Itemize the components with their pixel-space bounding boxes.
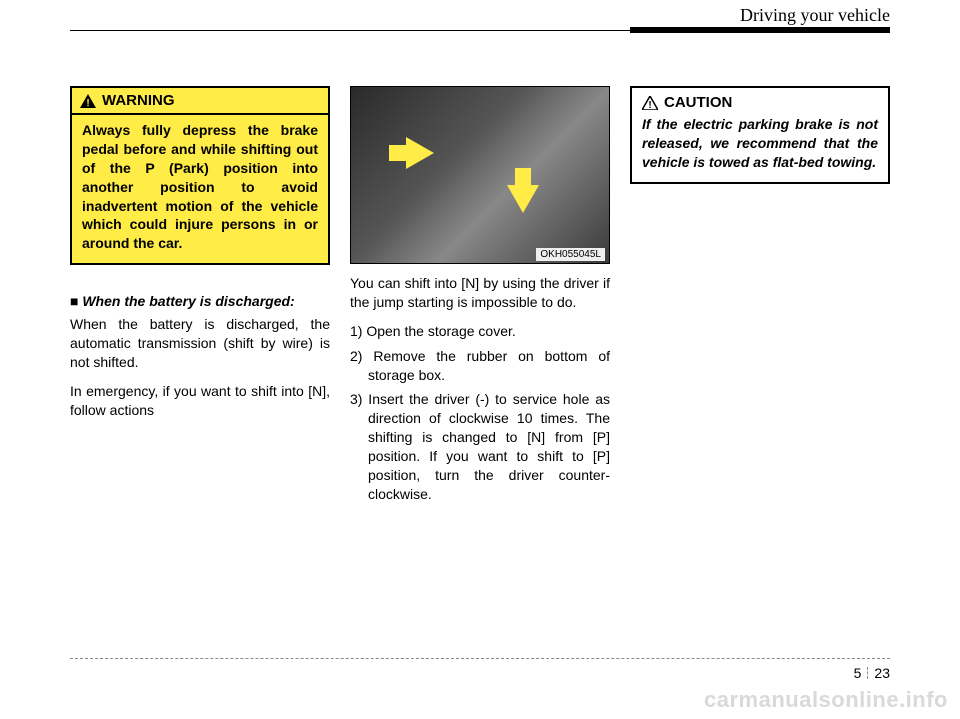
caution-text: If the electric parking brake is not rel…: [642, 115, 878, 172]
warning-header: ! WARNING: [72, 88, 328, 115]
warning-label: WARNING: [102, 92, 175, 109]
column-2: OKH055045L You can shift into [N] by usi…: [350, 86, 610, 510]
caution-header: ! CAUTION: [642, 94, 878, 111]
list-item-3: 3) Insert the driver (-) to service hole…: [350, 390, 610, 503]
watermark: carmanualsonline.info: [704, 687, 948, 713]
section-number: 5: [854, 665, 862, 681]
caution-triangle-icon: !: [642, 96, 658, 110]
col2-para-1: You can shift into [N] by using the driv…: [350, 274, 610, 312]
page-divider: [867, 667, 868, 679]
page-index: 23: [874, 665, 890, 681]
figure-code: OKH055045L: [536, 248, 605, 261]
caution-label: CAUTION: [664, 94, 732, 111]
content-columns: ! WARNING Always fully depress the brake…: [70, 86, 890, 510]
svg-text:!: !: [86, 98, 89, 108]
svg-text:!: !: [648, 100, 651, 110]
warning-triangle-icon: !: [80, 94, 96, 108]
col1-para-1: When the battery is discharged, the auto…: [70, 315, 330, 372]
column-1: ! WARNING Always fully depress the brake…: [70, 86, 330, 510]
column-3: ! CAUTION If the electric parking brake …: [630, 86, 890, 510]
shifter-figure: OKH055045L: [350, 86, 610, 264]
footer-rule: [70, 658, 890, 659]
col1-para-2: In emergency, if you want to shift into …: [70, 382, 330, 420]
arrow-icon: [507, 185, 539, 213]
discharged-subhead: ■ When the battery is discharged:: [70, 293, 330, 309]
page-number: 5 23: [854, 665, 890, 681]
warning-callout: ! WARNING Always fully depress the brake…: [70, 86, 330, 265]
warning-text: Always fully depress the brake pedal bef…: [72, 115, 328, 263]
header-rule: Driving your vehicle: [70, 30, 890, 31]
list-item-1: 1) Open the storage cover.: [350, 322, 610, 341]
caution-callout: ! CAUTION If the electric parking brake …: [630, 86, 890, 184]
arrow-icon: [406, 137, 434, 169]
list-item-2: 2) Remove the rubber on bottom of storag…: [350, 347, 610, 385]
page-header-title: Driving your vehicle: [720, 5, 890, 26]
header-bar: [630, 27, 890, 33]
